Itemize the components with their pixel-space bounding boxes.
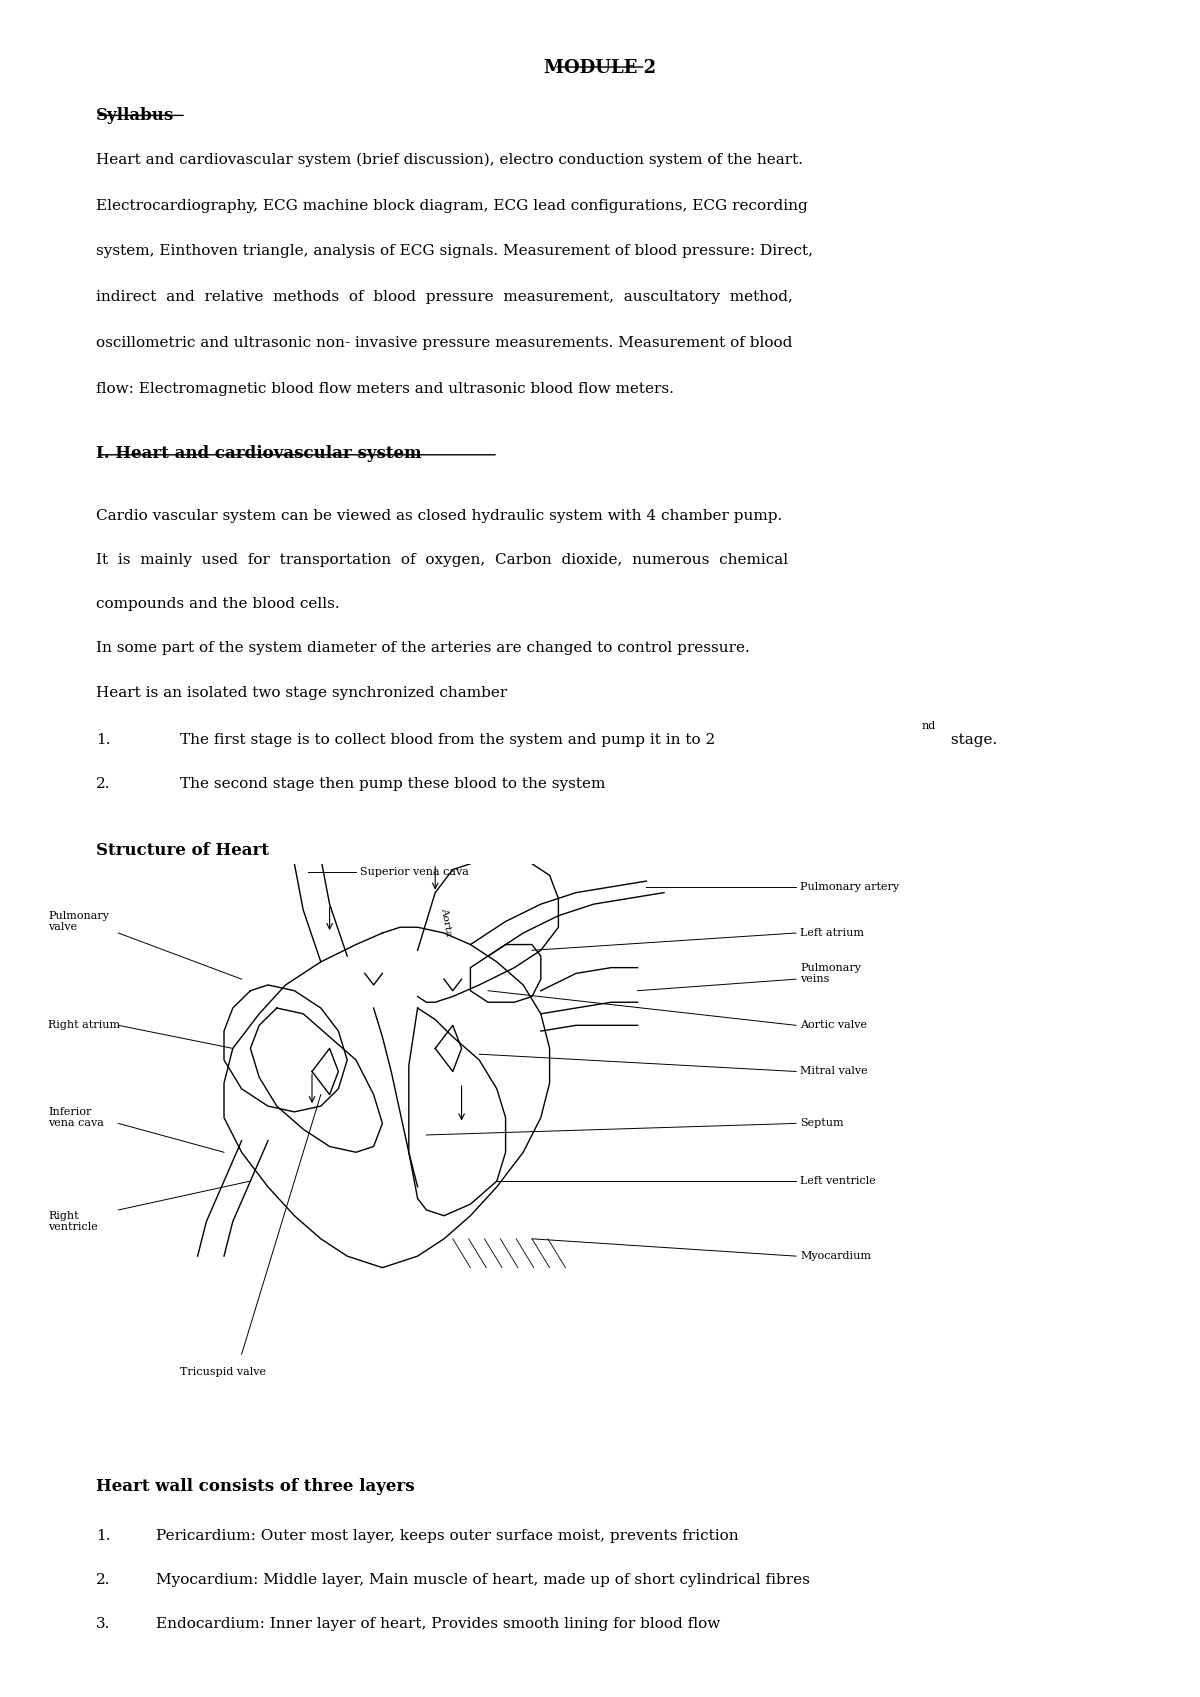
- Text: Right atrium: Right atrium: [48, 1020, 120, 1030]
- Text: Cardio vascular system can be viewed as closed hydraulic system with 4 chamber p: Cardio vascular system can be viewed as …: [96, 509, 782, 523]
- Text: Right
ventricle: Right ventricle: [48, 1210, 97, 1232]
- Text: Pulmonary artery: Pulmonary artery: [800, 882, 900, 893]
- Text: Endocardium: Inner layer of heart, Provides smooth lining for blood flow: Endocardium: Inner layer of heart, Provi…: [156, 1617, 720, 1631]
- Text: Superior vena cava: Superior vena cava: [360, 867, 469, 877]
- Text: system, Einthoven triangle, analysis of ECG signals. Measurement of blood pressu: system, Einthoven triangle, analysis of …: [96, 244, 814, 258]
- Text: Heart is an isolated two stage synchronized chamber: Heart is an isolated two stage synchroni…: [96, 686, 508, 699]
- Text: MODULE 2: MODULE 2: [544, 59, 656, 78]
- Text: compounds and the blood cells.: compounds and the blood cells.: [96, 597, 340, 611]
- Text: 2.: 2.: [96, 777, 110, 791]
- Text: oscillometric and ultrasonic non- invasive pressure measurements. Measurement of: oscillometric and ultrasonic non- invasi…: [96, 336, 792, 350]
- Text: 1.: 1.: [96, 1529, 110, 1543]
- Text: Syllabus: Syllabus: [96, 107, 174, 124]
- Text: 2.: 2.: [96, 1573, 110, 1587]
- Text: stage.: stage.: [946, 733, 997, 747]
- Text: Pulmonary
veins: Pulmonary veins: [800, 962, 862, 984]
- Text: 3.: 3.: [96, 1617, 110, 1631]
- Text: Aortic valve: Aortic valve: [800, 1020, 868, 1030]
- Text: Structure of Heart: Structure of Heart: [96, 842, 269, 859]
- Text: It  is  mainly  used  for  transportation  of  oxygen,  Carbon  dioxide,  numero: It is mainly used for transportation of …: [96, 553, 788, 567]
- Text: indirect  and  relative  methods  of  blood  pressure  measurement,  auscultator: indirect and relative methods of blood p…: [96, 290, 793, 304]
- Text: Left ventricle: Left ventricle: [800, 1176, 876, 1186]
- Text: Heart wall consists of three layers: Heart wall consists of three layers: [96, 1478, 415, 1495]
- Text: Myocardium: Myocardium: [800, 1251, 871, 1261]
- Text: Inferior
vena cava: Inferior vena cava: [48, 1106, 104, 1129]
- Text: The second stage then pump these blood to the system: The second stage then pump these blood t…: [180, 777, 605, 791]
- Text: Pericardium: Outer most layer, keeps outer surface moist, prevents friction: Pericardium: Outer most layer, keeps out…: [156, 1529, 739, 1543]
- Text: 1.: 1.: [96, 733, 110, 747]
- Text: The first stage is to collect blood from the system and pump it in to 2: The first stage is to collect blood from…: [180, 733, 715, 747]
- Text: In some part of the system diameter of the arteries are changed to control press: In some part of the system diameter of t…: [96, 641, 750, 655]
- Text: Heart and cardiovascular system (brief discussion), electro conduction system of: Heart and cardiovascular system (brief d…: [96, 153, 803, 166]
- Text: nd: nd: [922, 721, 936, 731]
- Text: Pulmonary
valve: Pulmonary valve: [48, 911, 109, 932]
- Text: Septum: Septum: [800, 1118, 844, 1129]
- Text: I. Heart and cardiovascular system: I. Heart and cardiovascular system: [96, 445, 421, 462]
- Text: Mitral valve: Mitral valve: [800, 1066, 868, 1076]
- Text: flow: Electromagnetic blood flow meters and ultrasonic blood flow meters.: flow: Electromagnetic blood flow meters …: [96, 382, 674, 395]
- Text: Aorta: Aorta: [439, 906, 452, 937]
- Text: Electrocardiography, ECG machine block diagram, ECG lead configurations, ECG rec: Electrocardiography, ECG machine block d…: [96, 199, 808, 212]
- Text: Myocardium: Middle layer, Main muscle of heart, made up of short cylindrical fib: Myocardium: Middle layer, Main muscle of…: [156, 1573, 810, 1587]
- Text: Tricuspid valve: Tricuspid valve: [180, 1366, 266, 1376]
- Text: Left atrium: Left atrium: [800, 928, 864, 938]
